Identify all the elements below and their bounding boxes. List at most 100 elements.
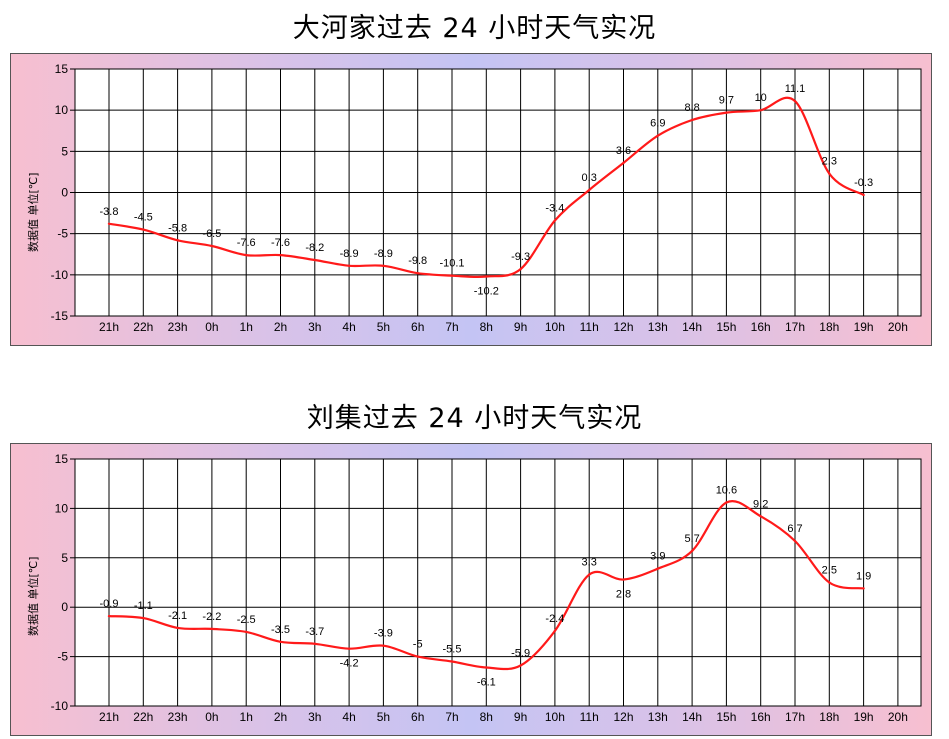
y-tick-label: -10 [51,699,69,713]
data-label: -5.9 [511,647,530,659]
data-point [347,647,351,650]
data-point [142,228,145,231]
x-tick-label: 16h [751,710,771,724]
data-point [245,253,248,257]
data-label: -1.1 [134,600,153,612]
data-point [690,549,694,553]
data-label: 8.8 [684,102,699,114]
data-point [656,567,659,570]
data-point [382,644,385,647]
data-label: -0.9 [100,598,119,610]
data-label: 3.3 [582,557,597,569]
data-point [862,587,865,590]
x-tick-label: 7h [445,320,458,334]
x-tick-label: 4h [342,320,355,334]
data-label: -2.2 [202,611,221,623]
y-tick-label: 0 [61,186,68,200]
y-tick-label: 15 [55,452,69,466]
y-tick-label: 10 [55,103,69,117]
x-tick-label: 12h [613,320,633,334]
data-label: -9.3 [511,251,530,263]
chart-svg-dahejia: 15 10 5 0 -5 -10 -15 21h 22h 23h 0h 1h 2h 3h 4h 5h 6h 7h 8… [51,62,922,334]
plot-area [74,458,922,707]
data-point [862,193,865,197]
data-point [313,642,316,645]
data-label: 2.3 [822,156,837,168]
data-label: 2.8 [616,589,631,601]
data-label: 3.6 [616,145,631,157]
data-point [107,614,111,618]
x-tick-label: 22h [133,320,153,334]
x-tick-label: 3h [308,710,321,724]
data-point [588,573,591,576]
y-tick-label: 5 [61,551,68,565]
data-label: -0.3 [854,177,873,189]
data-point [725,501,728,504]
data-label: -5.5 [443,644,462,656]
data-point [690,118,694,122]
x-tick-label: 21h [99,320,119,334]
x-tick-label: 14h [682,710,702,724]
x-tick-label: 4h [342,710,355,724]
chart-panel-liuji: 15 10 5 0 -5 -10 21h 22h 23h 0h 1h 2h 3h 4h 5h 6h 7h 8h 9h… [10,443,932,736]
data-point [553,629,557,633]
x-tick-label: 18h [819,710,839,724]
x-tick-label: 11h [580,320,599,334]
x-tick-label: 17h [785,710,805,724]
data-label: -3.5 [271,624,290,636]
x-tick-label: 8h [480,710,493,724]
x-tick-label: 19h [854,320,874,334]
chart-title-dahejia: 大河家过去 24 小时天气实况 [292,13,657,44]
x-tick-label: 19h [854,710,874,724]
data-point [176,239,179,242]
data-point [450,274,454,277]
data-label: 9.2 [753,498,768,510]
data-label: -8.9 [340,248,359,260]
data-label: 11.1 [785,83,806,95]
data-point [107,222,111,225]
data-label: 3.9 [650,551,665,563]
data-point [519,664,522,667]
data-point [622,578,625,581]
data-label: -2.1 [168,610,187,622]
data-label: -10.1 [439,258,464,270]
data-label: 0.3 [582,172,597,184]
data-point [485,275,488,278]
data-label: -3.8 [100,206,119,218]
data-label: -5.8 [168,222,187,234]
x-tick-label: 10h [545,710,565,724]
data-point [759,108,762,112]
y-tick-label: -5 [57,227,68,241]
data-point [313,258,316,262]
data-label: 10 [755,92,767,104]
data-label: -5 [413,639,423,651]
x-tick-label: 9h [514,710,527,724]
x-tick-label: 3h [308,320,321,334]
data-label: -7.6 [271,237,290,249]
data-label: -6.5 [202,228,221,240]
data-label: -9.8 [408,255,427,267]
data-point [210,627,214,631]
x-tick-label: 12h [613,710,633,724]
x-tick-label: 10h [545,320,565,334]
data-label: -4.2 [340,658,359,670]
data-point [245,630,248,634]
y-axis-label-liuji: 数据值 单位[℃] [27,556,40,636]
data-point [347,264,351,267]
data-point [622,161,625,165]
data-point [279,253,282,257]
x-tick-label: 6h [411,320,424,334]
x-tick-label: 23h [168,320,188,334]
y-tick-label: 15 [55,62,69,76]
x-tick-label: 23h [168,710,188,724]
data-label: -7.6 [237,237,256,249]
x-tick-label: 16h [751,320,771,334]
data-point [450,660,454,663]
y-tick-label: 0 [61,600,68,614]
x-tick-label: 5h [377,320,390,334]
x-tick-label: 20h [888,320,908,334]
data-label: 6.7 [787,523,802,535]
data-label: -3.4 [545,202,564,214]
x-tick-label: 21h [99,710,119,724]
x-tick-label: 6h [411,710,424,724]
